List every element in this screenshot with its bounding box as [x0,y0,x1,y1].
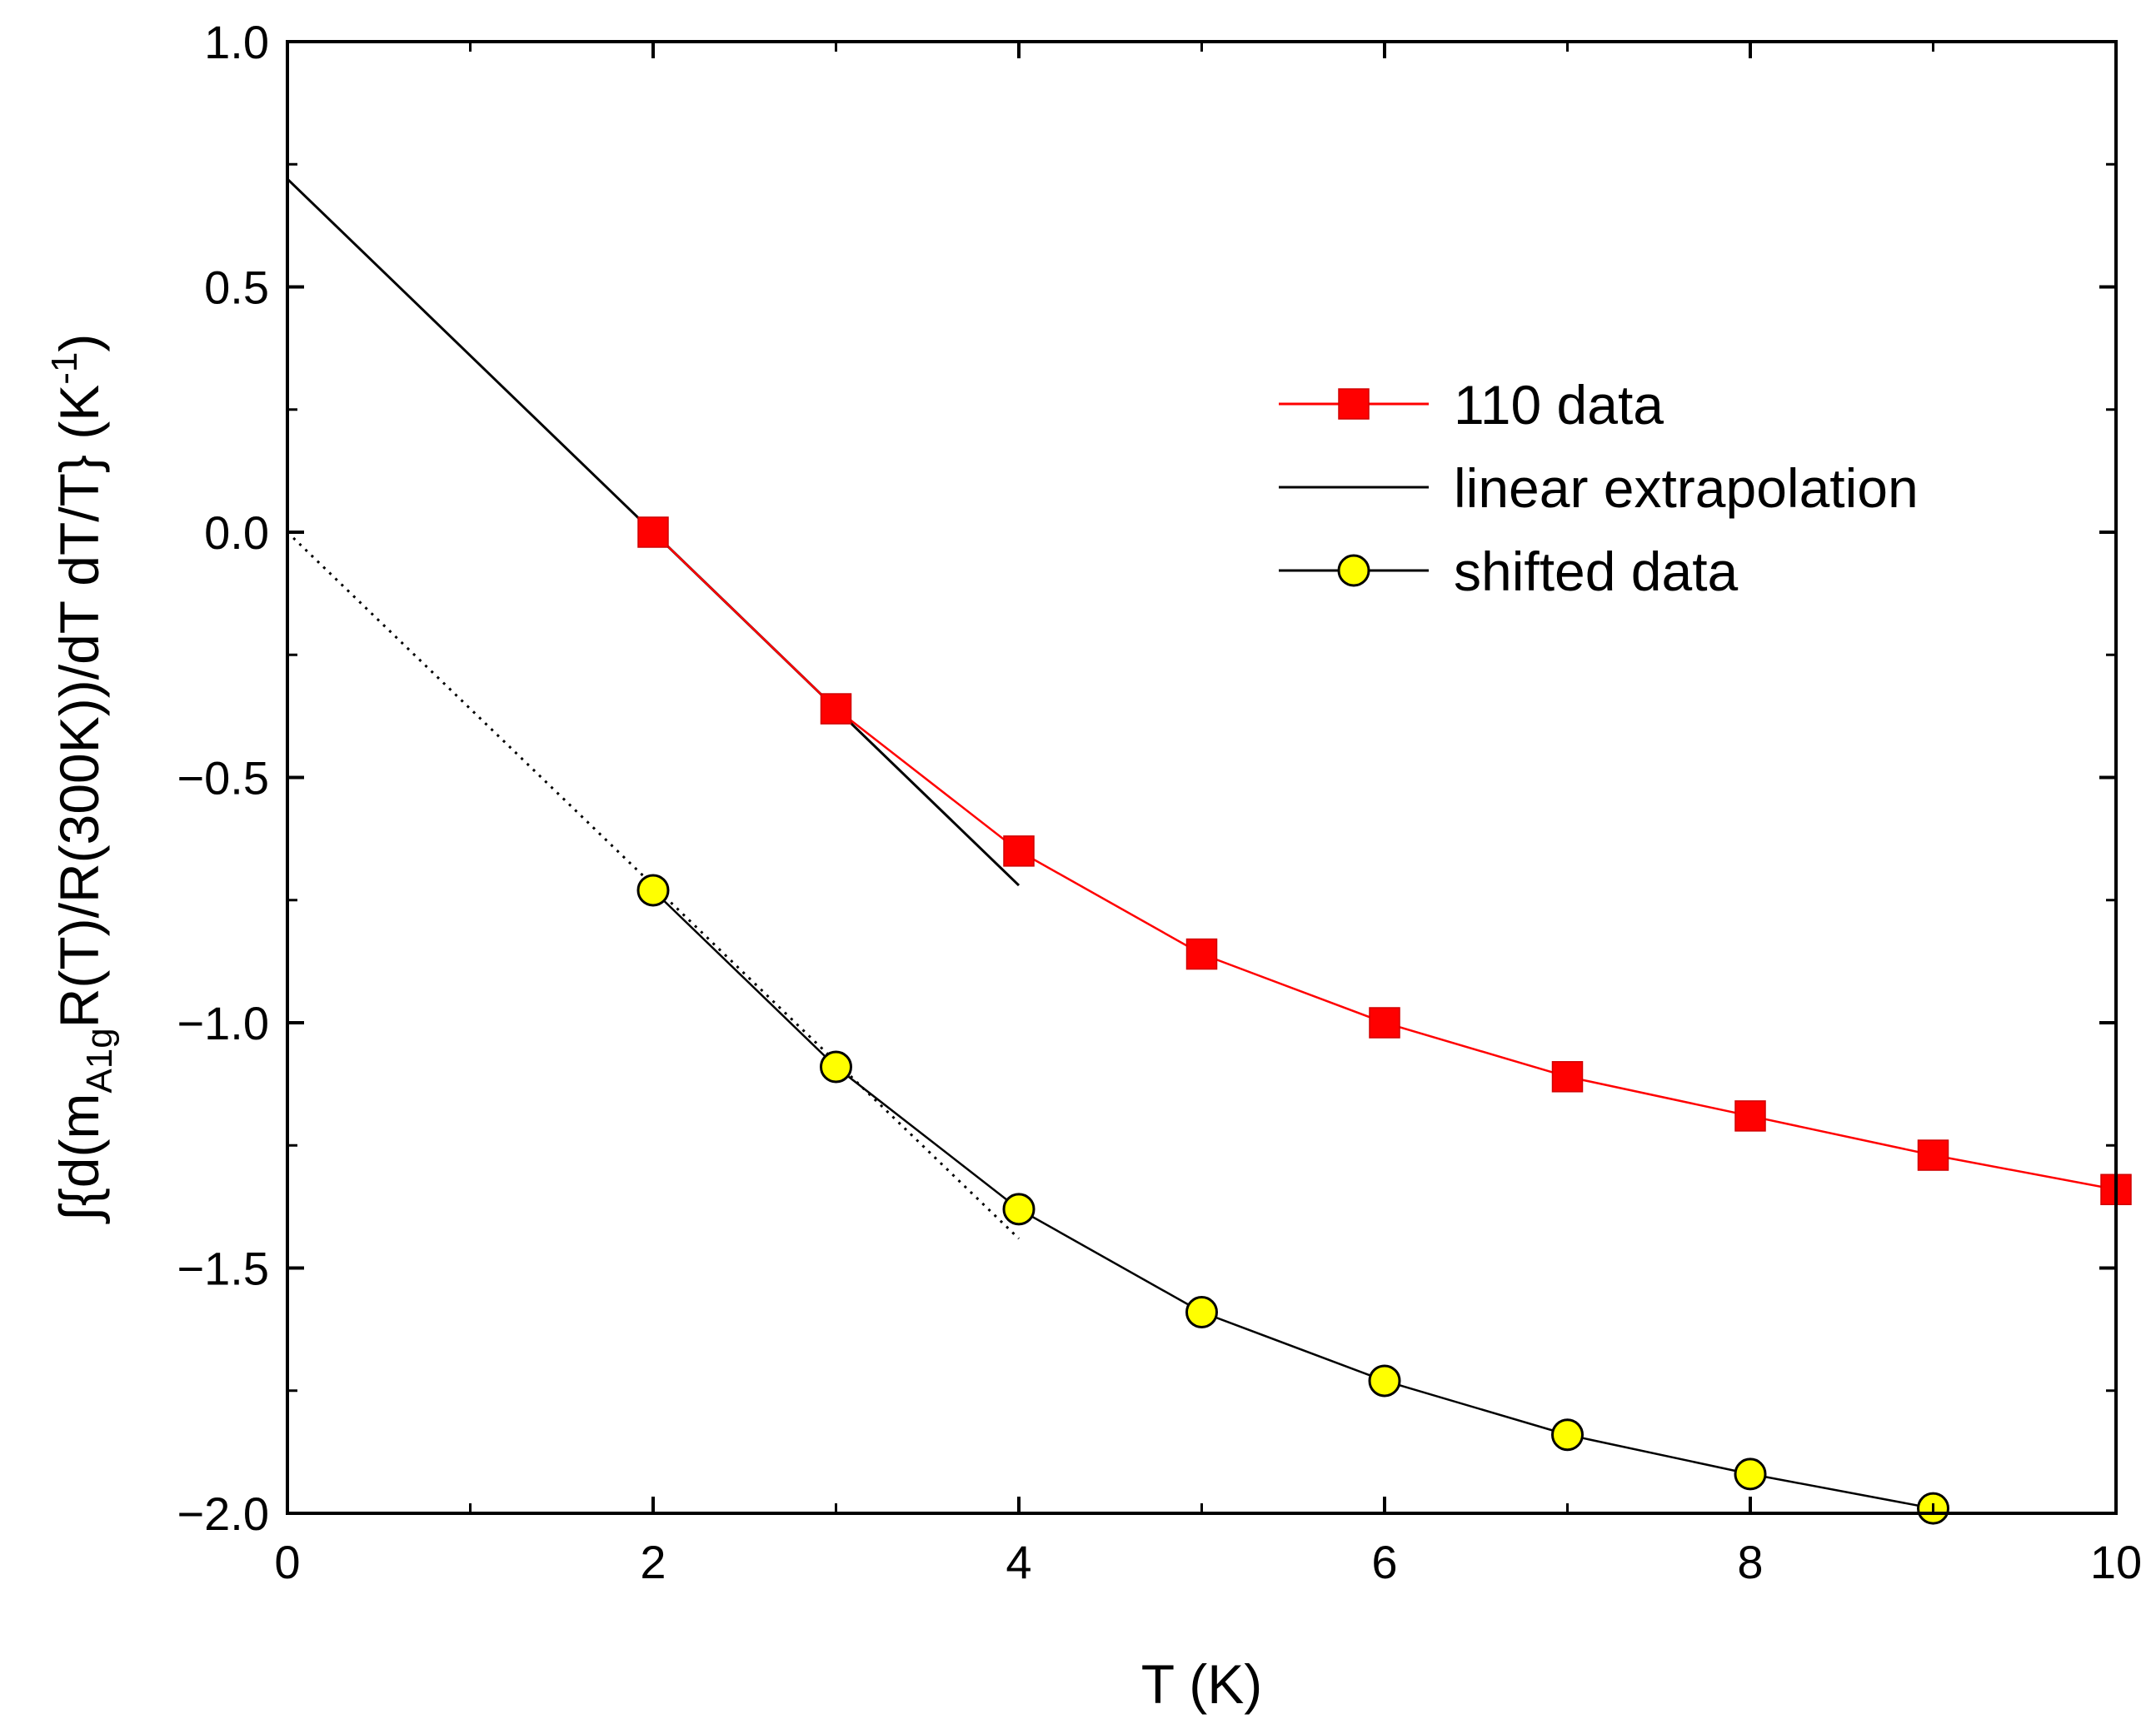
axis-titles: T (K) ∫{d(mA1gR(T)/R(300K))/dT dT/T} (K-1… [44,334,1262,1715]
x-tick-label: 2 [640,1536,666,1588]
y-axis-title-superscript: -1 [44,352,85,385]
y-axis-title-suffix: ) [48,334,110,352]
legend: 110 data linear extrapolation shifted data [1279,374,1919,602]
x-tick-label: 4 [1006,1536,1031,1588]
y-tick-label: −0.5 [177,752,269,805]
series-shifted-data-line [652,889,1934,1510]
x-tick-label: 6 [1371,1536,1397,1588]
x-tick-label: 0 [274,1536,300,1588]
y-tick-label: 0.5 [204,262,269,314]
data-point-shifted-data [1185,1296,1218,1329]
data-point-110-data [637,516,669,548]
data-point-shifted-data [1368,1364,1401,1398]
y-axis-title-subscript: A1g [79,1028,120,1093]
y-tick-label: 0.0 [204,506,269,559]
data-point-110-data [1369,1007,1400,1039]
x-tick-label: 8 [1737,1536,1763,1588]
data-point-110-data [1185,938,1218,970]
x-tick-label: 10 [2090,1536,2142,1588]
legend-marker-shifted-data [1337,554,1370,587]
data-point-shifted-data [1002,1193,1036,1226]
data-point-shifted-data [1734,1457,1767,1491]
legend-label-shifted-data: shifted data [1454,541,1739,602]
x-axis-title: T (K) [1141,1653,1262,1715]
plot-layer [286,177,2132,1525]
data-point-110-data [1917,1139,1949,1171]
y-axis-title-prefix: {d(m [48,1094,110,1207]
data-point-110-data [1734,1100,1766,1132]
y-axis-title: ∫{d(mA1gR(T)/R(300K))/dT dT/T} (K-1) [44,334,120,1225]
data-point-shifted-data [1551,1418,1584,1452]
y-tick-label: −1.5 [177,1243,269,1295]
legend-marker-110-data [1338,388,1370,420]
y-axis-title-integral: ∫ [48,1203,110,1224]
y-axis-title-middle: R(T)/R(300K))/dT dT/T} (K [48,385,110,1029]
y-tick-label: 1.0 [204,16,269,68]
y-tick-label: −2.0 [177,1487,269,1540]
data-point-shifted-data [636,874,670,907]
data-point-shifted-data [820,1050,852,1084]
data-point-110-data [1551,1061,1584,1093]
axes-layer: 0 2 4 6 8 10 1.0 0.5 0.0 −0.5 −1.0 −1.5 −2.0 [177,16,2142,1588]
legend-label-linear-extrapolation: linear extrapolation [1454,457,1919,519]
y-tick-label: −1.0 [177,997,269,1049]
data-point-110-data [820,693,852,725]
legend-label-110-data: 110 data [1454,374,1664,436]
data-point-110-data [1003,835,1035,867]
